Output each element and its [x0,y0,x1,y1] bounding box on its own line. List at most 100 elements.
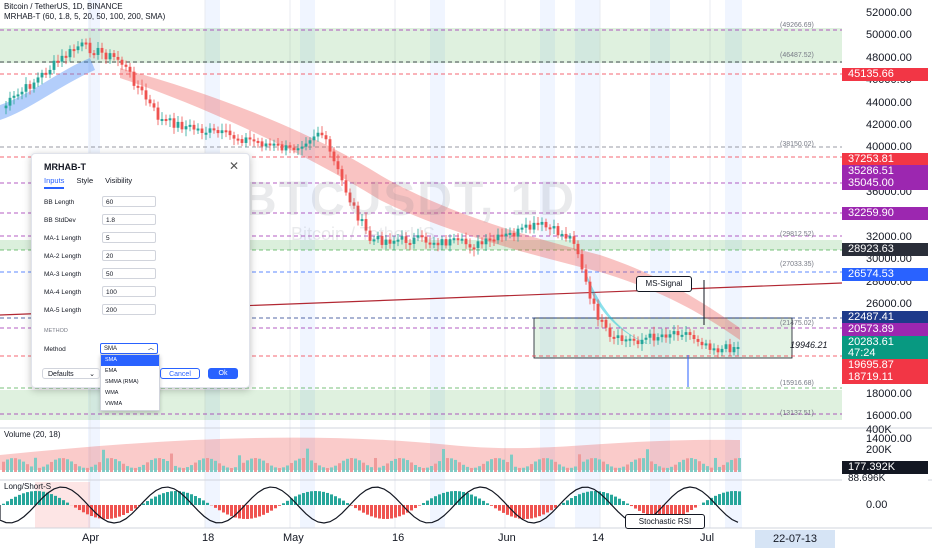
tab-inputs[interactable]: Inputs [44,176,65,189]
volume-bar [666,467,669,472]
candle-body [696,339,700,342]
price-tag: 47:24 [842,347,928,360]
indicator-title[interactable]: MRHAB-T (60, 1.8, 5, 20, 50, 100, 200, S… [4,12,166,21]
osc-bar [374,505,377,518]
volume-bar [530,464,533,472]
osc-bar [158,494,161,505]
candle-body [100,47,104,53]
candle-body [536,222,540,225]
defaults-button[interactable]: Defaults ⌄ [42,368,100,379]
volume-bar [402,458,405,472]
candle-body [616,335,620,339]
ma3-length-input[interactable]: 50 [102,268,156,279]
osc-bar [78,505,81,511]
candle-body [12,95,16,98]
osc-bar [98,505,101,519]
method-dropdown-menu[interactable]: SMA EMA SMMA (RMA) WMA VWMA [100,354,160,411]
volume-bar [326,467,329,472]
candle-body [216,130,220,134]
candle-body [636,340,640,345]
volume-bar [90,466,93,472]
method-option-vwma[interactable]: VWMA [105,401,123,407]
candle-body [160,119,164,122]
ma2-length-input[interactable]: 20 [102,250,156,261]
candle-body [484,238,488,245]
bb-stddev-input[interactable]: 1.8 [102,214,156,225]
volume-bar [518,467,521,472]
time-axis-label: Jun [498,532,516,544]
oscillator-label[interactable]: Long/Short-S [4,482,52,491]
candle-body [88,42,92,54]
osc-bar [494,505,497,509]
candle-body [460,238,464,241]
watermark-symbol: BTCUSDT, 1D [242,173,577,226]
volume-bar [302,458,305,472]
osc-bar [606,493,609,505]
candle-body [584,269,588,282]
osc-bar [114,505,117,518]
osc-bar [150,498,153,505]
volume-bar [546,458,549,472]
ma5-length-input[interactable]: 200 [102,304,156,315]
price-tag: 26574.53 [842,268,928,281]
volume-bar [494,458,497,472]
ma4-length-input[interactable]: 100 [102,286,156,297]
osc-bar [678,505,681,517]
volume-bar [254,458,257,472]
osc-bar [250,505,253,519]
volume-bar [214,460,217,472]
osc-bar [534,505,537,518]
close-icon[interactable]: ✕ [228,159,239,173]
price-axis-label: 18000.00 [866,387,912,400]
osc-bar [458,491,461,505]
symbol-title[interactable]: Bitcoin / TetherUS, 1D, BINANCE [4,2,123,11]
osc-bar [598,491,601,505]
cancel-button[interactable]: Cancel [160,368,200,379]
candle-body [68,49,72,58]
volume-bar [306,448,309,472]
price-axis-label: 16000.00 [866,410,912,423]
osc-bar [94,505,97,518]
current-level-label: 19946.21 [790,340,828,350]
candle-body [240,139,244,143]
candle-body [132,71,136,86]
tab-visibility[interactable]: Visibility [105,176,133,185]
volume-bar [662,467,665,472]
candle-body [620,335,624,342]
osc-bar [478,498,481,505]
method-option-wma[interactable]: WMA [105,390,119,396]
osc-bar [202,500,205,505]
osc-bar [450,491,453,505]
stoch-rsi-label: Stochastic RSI [625,514,705,529]
candle-body [516,228,520,237]
bb-length-input[interactable]: 60 [102,196,156,207]
candle-body [76,46,80,51]
candle-body [360,219,364,222]
candle-body [320,132,324,136]
indicator-settings-dialog[interactable]: MRHAB-T ✕ Inputs Style Visibility BB Len… [31,153,250,411]
osc-bar [302,493,305,505]
osc-bar [582,492,585,505]
ma1-length-input[interactable]: 5 [102,232,156,243]
volume-bar [398,458,401,472]
candle-body [128,66,132,72]
candle-body [52,60,56,70]
method-option-smma[interactable]: SMMA (RMA) [105,379,139,385]
method-select[interactable]: SMA ︿ [100,343,158,354]
method-option-sma[interactable]: SMA [101,355,159,366]
candle-body [680,334,684,337]
volume-label[interactable]: Volume (20, 18) [4,430,61,439]
tab-style[interactable]: Style [76,176,94,185]
osc-bar [266,505,269,513]
osc-bar [398,505,401,517]
volume-bar [482,463,485,472]
method-option-ema[interactable]: EMA [105,368,117,374]
volume-bar [458,462,461,472]
osc-bar [530,505,533,519]
ok-button[interactable]: Ok [208,368,238,379]
candle-body [56,60,60,63]
candle-body [28,84,32,89]
candle-body [228,130,232,136]
volume-bar [178,467,181,472]
